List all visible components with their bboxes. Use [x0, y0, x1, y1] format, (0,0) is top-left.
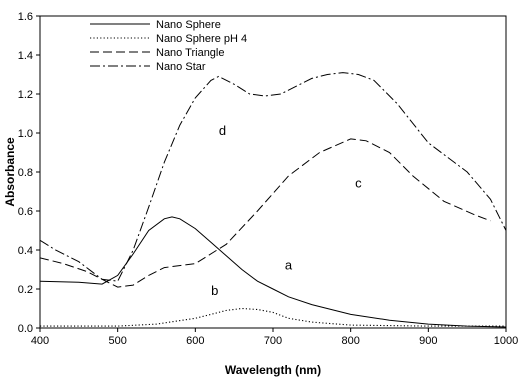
y-tick-label: 1.2	[18, 89, 33, 101]
series-line-4	[40, 72, 506, 282]
curve-labels: a b c d	[211, 123, 362, 298]
y-tick-label: 0.6	[18, 206, 33, 218]
curve-label-c: c	[355, 176, 362, 191]
y-tick-label: 1.4	[18, 50, 33, 62]
y-tick-label: 0.0	[18, 323, 33, 335]
legend-label: Nano Triangle	[156, 47, 225, 59]
legend-label: Nano Sphere	[156, 19, 221, 31]
y-tick-label: 1.0	[18, 128, 33, 140]
series-line-1	[40, 216, 506, 328]
y-tick-label: 0.8	[18, 167, 33, 179]
y-axis-title: Absorbance	[3, 137, 17, 207]
x-axis-title: Wavelength (nm)	[225, 363, 321, 377]
legend: Nano Sphere Nano Sphere pH 4 Nano Triangle…	[90, 19, 247, 73]
x-tick-label: 600	[186, 335, 204, 347]
series-line-2	[40, 307, 506, 327]
y-tick-label: 0.2	[18, 284, 33, 296]
curve-label-b: b	[211, 283, 218, 298]
x-tick-label: 500	[108, 335, 126, 347]
series-layer	[40, 72, 506, 328]
x-tick-label: 800	[341, 335, 359, 347]
axis-ticks: 400 500 600 700 800 900 1000 0.0 0.2 0.4 0.6 0.8 1.0…	[18, 11, 519, 347]
curve-label-d: d	[219, 123, 226, 138]
y-tick-label: 0.4	[18, 245, 33, 257]
series-line-3	[40, 138, 491, 288]
legend-label: Nano Sphere pH 4	[156, 33, 247, 45]
legend-label: Nano Star	[156, 61, 206, 73]
y-tick-label: 1.6	[18, 11, 33, 23]
plot-area-frame	[39, 15, 507, 329]
x-tick-label: 400	[31, 335, 49, 347]
x-tick-label: 1000	[494, 335, 518, 347]
curve-label-a: a	[285, 258, 293, 273]
x-tick-label: 700	[264, 335, 282, 347]
x-tick-label: 900	[419, 335, 437, 347]
